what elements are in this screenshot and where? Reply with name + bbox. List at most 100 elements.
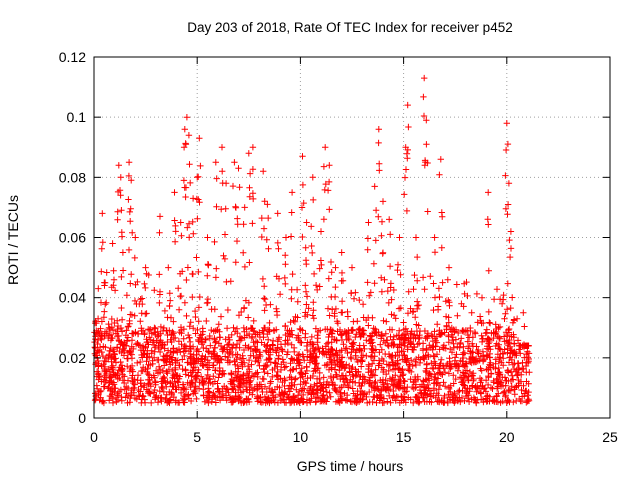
data-point bbox=[384, 287, 391, 295]
data-point bbox=[254, 331, 261, 338]
data-point bbox=[246, 184, 253, 191]
data-point bbox=[506, 236, 513, 244]
data-point bbox=[385, 342, 392, 350]
data-point bbox=[306, 353, 313, 360]
data-point bbox=[214, 352, 221, 359]
data-point bbox=[294, 298, 301, 305]
data-point bbox=[480, 398, 487, 406]
data-point bbox=[228, 331, 235, 339]
data-point bbox=[97, 394, 104, 401]
data-point bbox=[204, 272, 211, 279]
data-point bbox=[206, 332, 213, 340]
data-point bbox=[339, 309, 346, 316]
data-point bbox=[439, 362, 447, 369]
data-point bbox=[377, 377, 384, 384]
data-point bbox=[386, 392, 393, 400]
data-point bbox=[135, 341, 142, 348]
data-point bbox=[401, 335, 408, 343]
data-point bbox=[502, 146, 510, 154]
data-point bbox=[446, 360, 454, 367]
data-point bbox=[189, 218, 196, 226]
data-point bbox=[404, 101, 411, 109]
data-point bbox=[402, 331, 410, 339]
data-point bbox=[207, 342, 214, 349]
data-point bbox=[106, 347, 114, 355]
data-point bbox=[114, 208, 121, 215]
data-point bbox=[230, 377, 238, 384]
data-point bbox=[372, 329, 379, 336]
data-point bbox=[285, 385, 292, 392]
data-point bbox=[435, 285, 443, 292]
data-point bbox=[110, 369, 117, 377]
data-point bbox=[414, 376, 422, 383]
data-point bbox=[378, 394, 385, 401]
data-point bbox=[240, 372, 247, 379]
data-point bbox=[323, 388, 330, 396]
data-point bbox=[478, 367, 485, 374]
data-point bbox=[506, 253, 514, 261]
data-point bbox=[370, 357, 378, 364]
data-point bbox=[397, 304, 404, 312]
data-point bbox=[404, 328, 411, 335]
data-point bbox=[215, 321, 222, 328]
data-point bbox=[353, 394, 360, 402]
data-point bbox=[303, 363, 310, 371]
data-point bbox=[161, 345, 168, 352]
data-point bbox=[137, 388, 144, 395]
data-point bbox=[149, 357, 156, 364]
data-point bbox=[373, 392, 380, 399]
data-point bbox=[157, 394, 164, 402]
data-point bbox=[400, 319, 407, 326]
data-point bbox=[274, 399, 282, 406]
data-point bbox=[437, 156, 444, 163]
data-point bbox=[241, 263, 249, 271]
data-point bbox=[282, 252, 289, 259]
data-point bbox=[291, 376, 299, 383]
data-point bbox=[338, 249, 345, 256]
data-point bbox=[316, 379, 324, 386]
data-point bbox=[235, 365, 242, 372]
data-point bbox=[282, 322, 289, 330]
data-point bbox=[101, 332, 108, 340]
data-point bbox=[312, 282, 320, 289]
data-point bbox=[298, 369, 305, 376]
data-point bbox=[113, 344, 121, 351]
data-point bbox=[414, 298, 421, 305]
data-point bbox=[473, 290, 481, 298]
data-point bbox=[365, 363, 373, 370]
data-point bbox=[463, 367, 471, 374]
data-point bbox=[274, 373, 282, 380]
data-point bbox=[140, 351, 147, 358]
data-point bbox=[378, 288, 386, 295]
data-point bbox=[101, 357, 108, 365]
data-point bbox=[416, 386, 424, 394]
data-point bbox=[265, 336, 272, 343]
data-point bbox=[338, 383, 345, 391]
data-point bbox=[327, 258, 335, 266]
data-point bbox=[112, 385, 119, 392]
data-point bbox=[419, 394, 426, 401]
data-point bbox=[400, 377, 407, 384]
data-point bbox=[479, 382, 486, 389]
data-point bbox=[390, 333, 397, 341]
data-point bbox=[281, 382, 288, 390]
data-point bbox=[464, 385, 471, 393]
data-point bbox=[286, 388, 293, 395]
data-point bbox=[125, 172, 133, 180]
data-point bbox=[243, 386, 250, 393]
data-point bbox=[93, 349, 101, 356]
data-point bbox=[275, 352, 282, 359]
data-point bbox=[347, 289, 355, 297]
data-point bbox=[287, 360, 294, 367]
data-point bbox=[331, 312, 338, 320]
data-point bbox=[238, 308, 245, 316]
data-point bbox=[119, 371, 126, 378]
data-point bbox=[195, 196, 202, 203]
data-point bbox=[150, 372, 157, 379]
data-point bbox=[445, 331, 452, 339]
data-point bbox=[105, 352, 113, 359]
data-point bbox=[316, 265, 323, 272]
data-point bbox=[251, 328, 258, 335]
data-point bbox=[245, 314, 252, 321]
data-point bbox=[236, 184, 243, 191]
